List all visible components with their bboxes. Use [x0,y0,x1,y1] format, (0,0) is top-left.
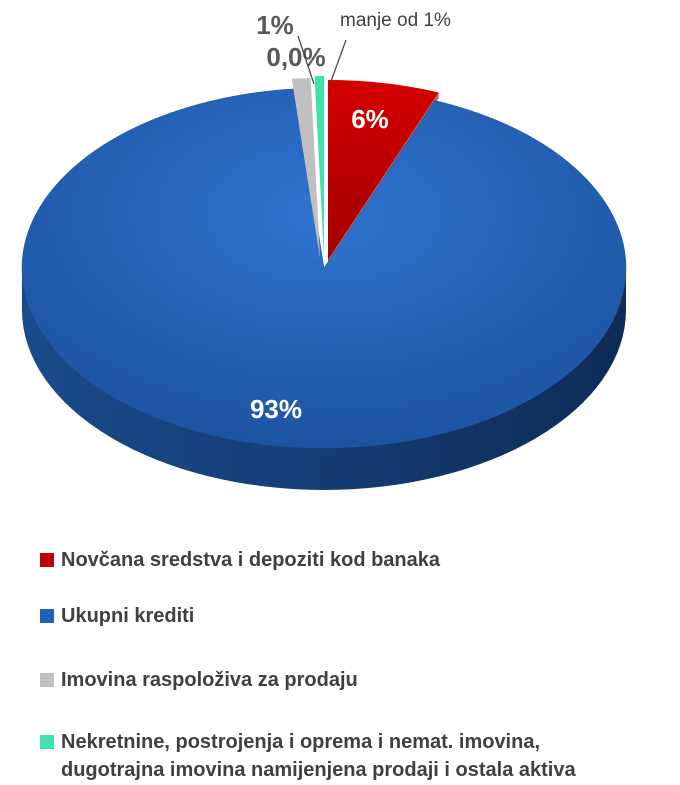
data-label-property: 0,0% [266,42,325,72]
legend-label-cash: Novčana sredstva i depoziti kod banaka [61,549,441,571]
slice-loans [21,88,627,449]
pie-chart: 6% 93% 1%0,0% manje od 1% [21,10,627,490]
legend-swatch-loans [40,609,54,623]
legend-item-loans: Ukupni krediti [40,602,194,630]
annotation-less-than-1: manje od 1% [340,10,451,31]
slice-side-loans [22,268,626,490]
slice-cash [328,80,439,260]
legend-item-cash: Novčana sredstva i depoziti kod banaka [40,546,440,574]
legend-item-property: Nekretnine, postrojenja i oprema i nemat… [40,728,576,784]
leader-line-afs [297,35,315,85]
legend-swatch-afs [40,673,54,687]
slice-afs [291,78,320,258]
data-label-afs: 1% [256,10,294,40]
legend-label-property: Nekretnine, postrojenja i oprema i nemat… [61,731,576,781]
legend-item-afs: Imovina raspoloživa za prodaju [40,666,358,694]
pie-top-layer [21,76,627,449]
legend-label-loans: Ukupni krediti [61,605,195,627]
pie-label-layer: 6% 93% 1%0,0% manje od 1% [250,10,451,424]
legend-swatch-property [40,735,54,749]
data-label-cash: 6% [351,104,389,134]
legend-swatch-cash [40,553,54,567]
data-label-loans: 93% [250,394,302,424]
slice-property [314,76,324,256]
leader-line-property [329,39,347,85]
legend-label-afs: Imovina raspoloživa za prodaju [61,669,358,691]
